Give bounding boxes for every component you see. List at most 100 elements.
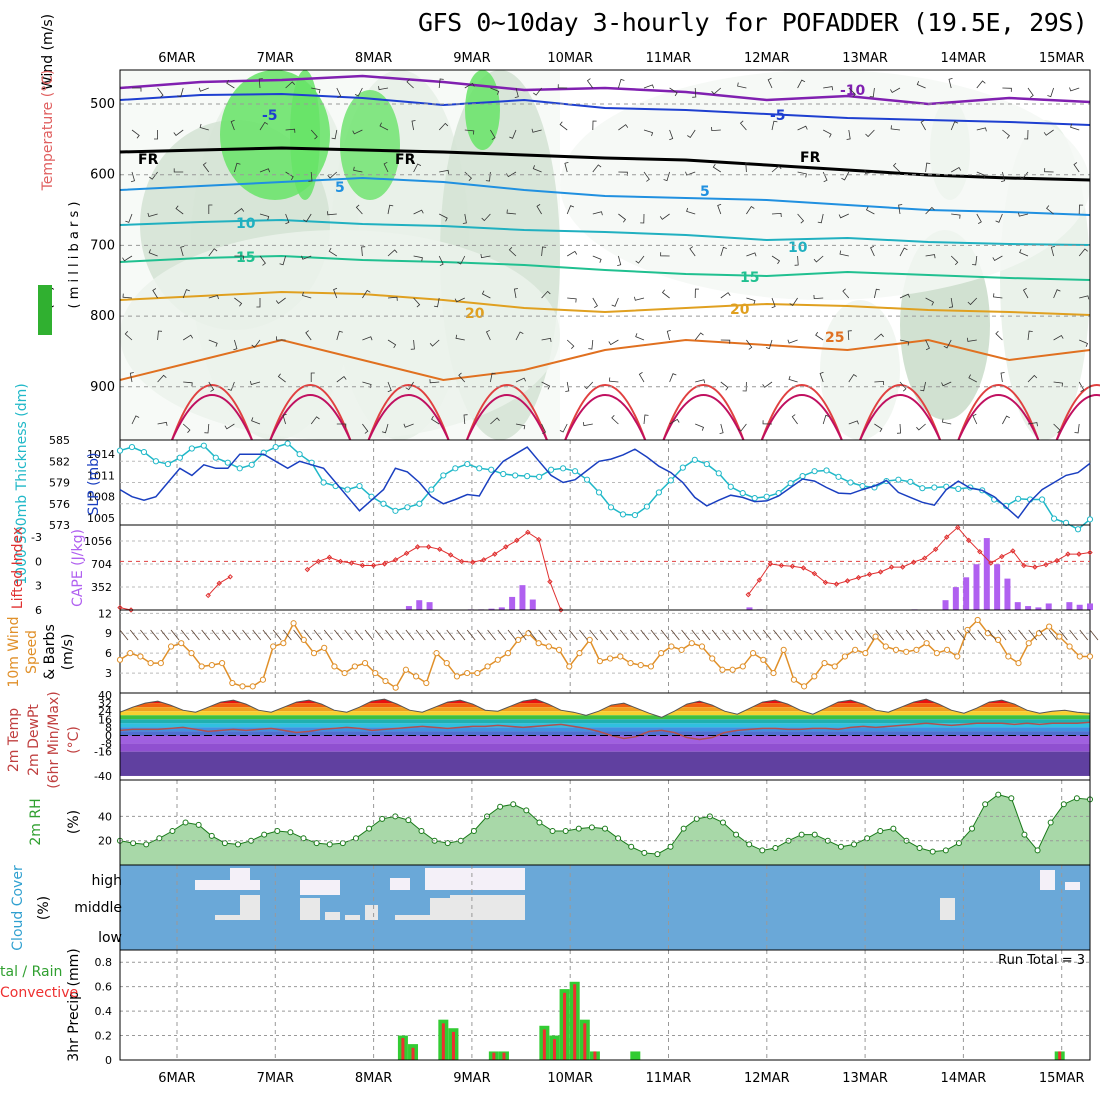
thickness-point [512, 472, 519, 479]
wind-barb [788, 375, 798, 383]
temp-band [120, 723, 1090, 728]
wind-barb [131, 415, 140, 425]
wind-barb-10m [630, 629, 639, 641]
wind-barb [689, 246, 696, 257]
wind-speed-point [943, 646, 951, 653]
rh-point [549, 828, 556, 834]
wind-barb [208, 295, 219, 300]
lifted-index-point [1087, 549, 1093, 556]
wind-barb-10m [752, 629, 762, 641]
wind-barb [864, 169, 875, 174]
wind-barb [249, 380, 261, 385]
wind-speed-point [259, 676, 267, 683]
wind-barb-10m [191, 629, 200, 641]
lifted-index-point [855, 574, 862, 581]
wind-barb [617, 255, 622, 266]
wind-barb [387, 296, 398, 301]
wind-barb [925, 206, 935, 215]
top-date-label: 14MAR [941, 51, 987, 66]
wind-barb-10m [344, 629, 353, 641]
wind-barb [838, 213, 849, 219]
wind-barb-10m [242, 629, 251, 641]
rh-point [1021, 831, 1028, 838]
thickness-point [428, 486, 435, 493]
wind-barb [230, 119, 235, 131]
thickness-tick-label: 579 [49, 477, 70, 490]
rh-point [221, 840, 228, 847]
lifted-index-point [1076, 551, 1082, 557]
wind-barb [147, 212, 158, 217]
wind-barb-10m [956, 629, 966, 641]
wind-barb-10m [160, 629, 170, 641]
top-date-label: 10MAR [547, 51, 593, 66]
bottom-date-label: 14MAR [941, 1071, 987, 1086]
wind-barb-10m [221, 629, 231, 641]
rh-point [615, 835, 622, 842]
slp-tick-label: 1014 [87, 448, 115, 461]
wind-barb [920, 381, 926, 392]
wind-barb [333, 287, 338, 299]
warm-arch-1-0 [269, 384, 352, 441]
wind-barb-10m [170, 629, 180, 641]
cape-bar [994, 564, 1001, 610]
wind-speed-point [821, 660, 828, 667]
wind-barb [695, 379, 706, 384]
lifted-index-point [877, 569, 884, 575]
wind-barb-10m [283, 629, 292, 641]
thickness-point [811, 468, 818, 475]
wind-speed-point [566, 663, 573, 670]
rh-point [562, 828, 569, 834]
wind-barb [305, 330, 312, 341]
wind-barb [199, 123, 209, 131]
wind-barb-10m [436, 629, 445, 641]
mid-cloud-block [940, 898, 955, 920]
wind-speed-point [678, 646, 685, 653]
wind-barb [182, 334, 194, 341]
thickness-point [188, 445, 195, 452]
precip-tick-label: 0.4 [95, 1005, 113, 1018]
temp-band [120, 735, 1090, 744]
cape-bar [746, 607, 753, 610]
wind-barb [925, 297, 935, 306]
thickness-point [1038, 496, 1046, 503]
precip-conv-bar [441, 1023, 445, 1060]
wind-barb [765, 339, 773, 350]
pressure-tick-label: 900 [90, 380, 115, 395]
wind-barb [481, 290, 491, 299]
thickness-point [823, 467, 830, 474]
wind-barb [1019, 249, 1029, 257]
wind-barb [455, 334, 465, 341]
wind-barb [1078, 381, 1085, 392]
rh-point [811, 831, 818, 838]
mid-cloud-block [430, 898, 450, 920]
rh-point [654, 851, 661, 858]
wind-barb [458, 372, 466, 383]
wind-barb [941, 418, 952, 425]
wind-speed-point [433, 650, 440, 657]
cape-bar [1066, 602, 1073, 610]
wind-barb [362, 289, 371, 299]
warm-arch-9-0 [1055, 384, 1100, 441]
thickness-point [691, 456, 698, 463]
wind-barb [1002, 129, 1010, 139]
rh-point [261, 831, 268, 838]
contour-label-4: 5 [700, 184, 710, 200]
wind-tick-label: 3 [105, 667, 112, 680]
wind-barb [1018, 212, 1029, 217]
slp-line [119, 446, 1091, 520]
wind-barb [635, 255, 645, 264]
lifted-index-point [481, 557, 487, 563]
precip-conv-bar [583, 1023, 587, 1060]
temp-tick-label: 8 [105, 721, 112, 734]
wind-barb [976, 127, 987, 132]
wind-barb [564, 162, 569, 173]
contour-label-14: FR [800, 150, 821, 166]
precip-tick-label: 0.8 [95, 956, 113, 969]
cape-tick-label: 352 [91, 581, 112, 594]
wind-barb [669, 373, 677, 383]
lifted-index-point [392, 557, 399, 563]
wind-barb-10m [1048, 629, 1058, 641]
cape-bar [405, 606, 412, 610]
wind-barb [643, 129, 654, 137]
rh-point [470, 828, 477, 834]
